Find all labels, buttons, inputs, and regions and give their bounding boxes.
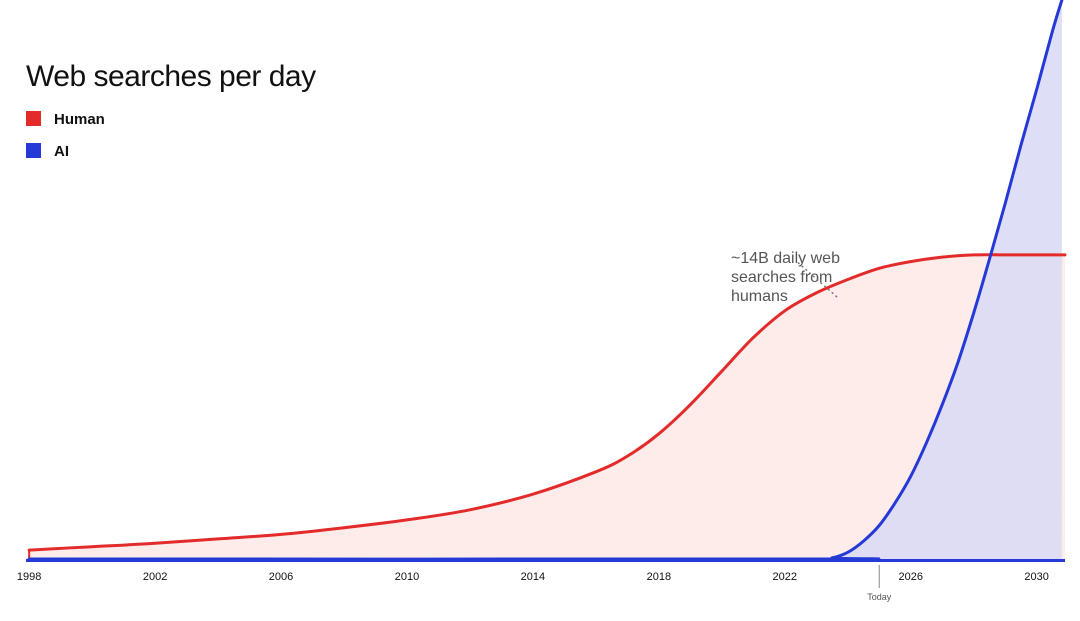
x-tick-label: 2014 [521, 571, 545, 583]
x-tick-label: 1998 [17, 571, 41, 583]
legend-swatch-human [26, 111, 41, 126]
annotation: ~14B daily web searches from humans [731, 250, 840, 305]
annotation-text: searches from [731, 269, 832, 286]
legend-label-ai: AI [54, 143, 69, 160]
legend: Human AI [26, 111, 105, 160]
today-label: Today [867, 592, 892, 602]
annotation-leader [796, 261, 838, 298]
ai-line [27, 0, 1064, 561]
x-tick-label: 2022 [773, 571, 797, 583]
human-area [29, 254, 1066, 559]
annotation-text: ~14B daily web [731, 250, 840, 267]
legend-label-human: Human [54, 111, 105, 128]
annotation-text: humans [731, 288, 788, 305]
x-tick-label: 2006 [269, 571, 293, 583]
x-tick-label: 2002 [143, 571, 167, 583]
chart-title: Web searches per day [26, 60, 316, 93]
x-tick-label: 2026 [898, 571, 922, 583]
legend-swatch-ai [26, 143, 41, 158]
human-line [27, 253, 1067, 552]
x-tick-label: 2018 [647, 571, 671, 583]
x-tick-label: 2010 [395, 571, 419, 583]
x-axis: 1998 2002 2006 2010 2014 2018 2022 2026 2030 Toda… [17, 559, 1065, 602]
plot-area [27, 0, 1067, 561]
ai-area [29, 0, 1062, 560]
x-tick-label: 2030 [1024, 571, 1048, 583]
